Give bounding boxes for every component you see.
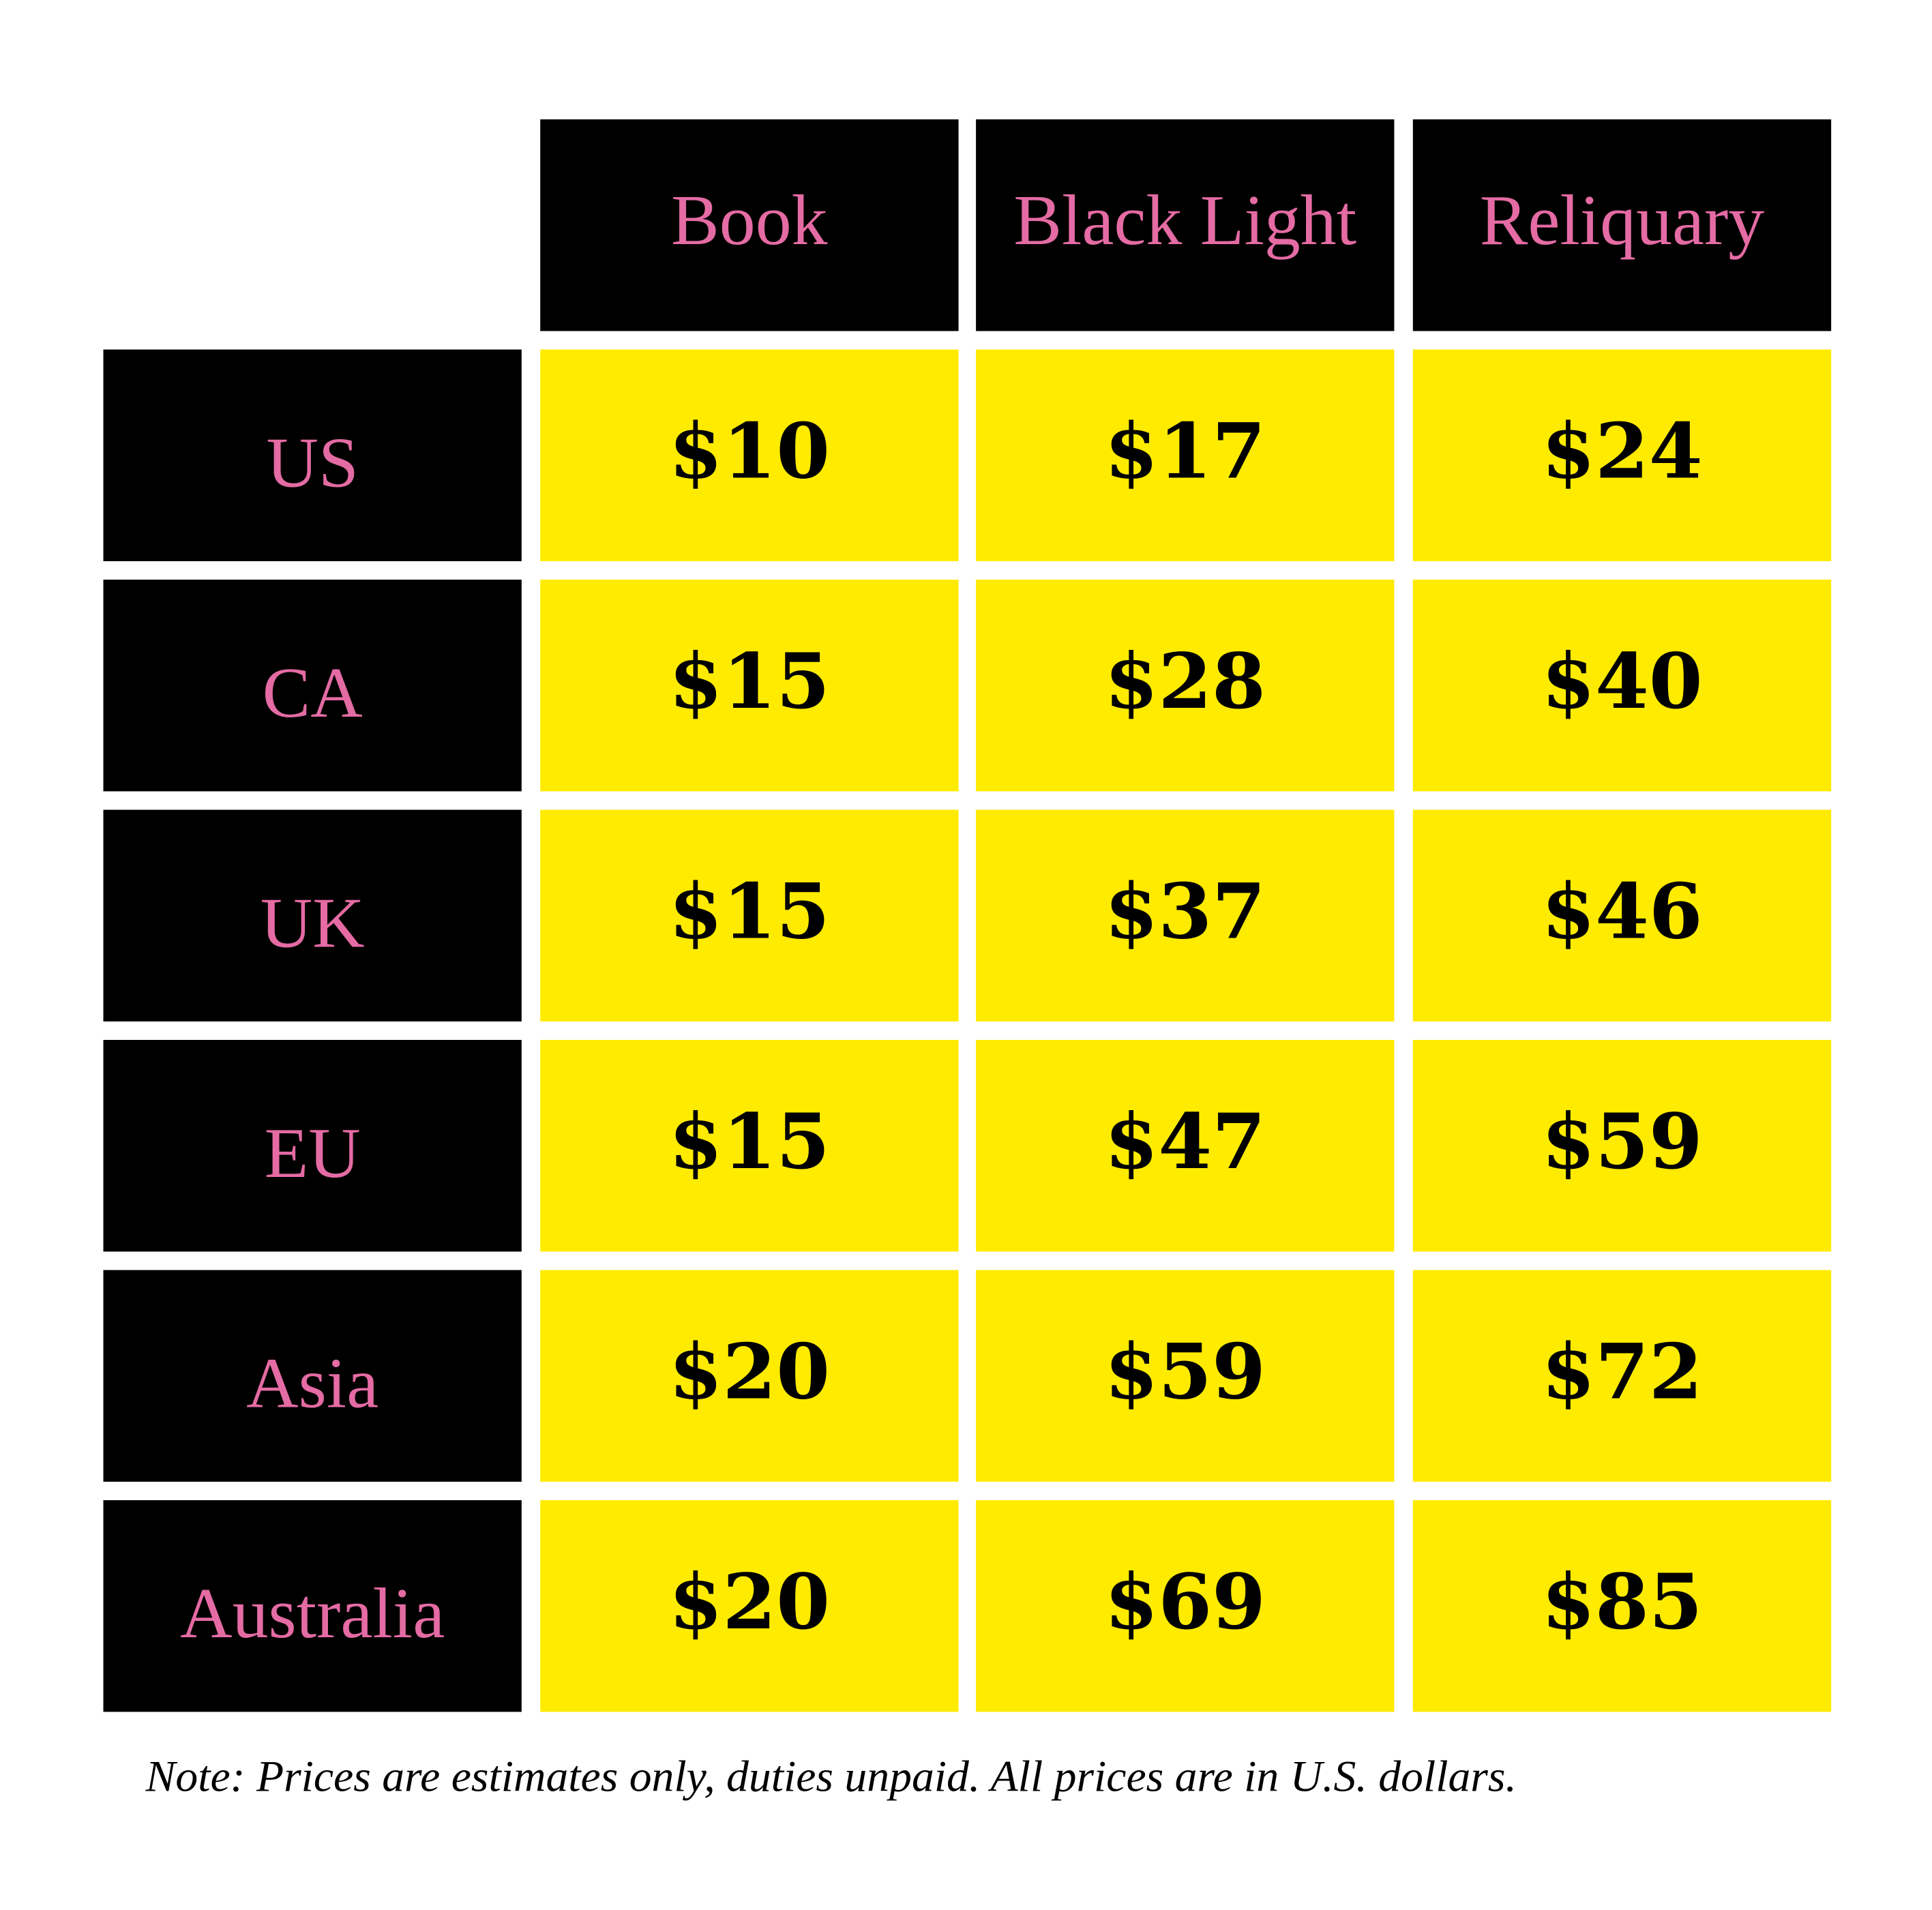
- price-cell: [540, 1270, 959, 1482]
- price-cell: [540, 1040, 959, 1252]
- row-header-cell: [103, 349, 522, 561]
- price-cell: [540, 1500, 959, 1712]
- price: $10: [669, 406, 830, 496]
- footnote: Note: Prices are estimates only, duties …: [145, 1752, 1517, 1802]
- price-cell: [1412, 1040, 1832, 1252]
- price-cell: [1412, 349, 1832, 561]
- column-header: Reliquary: [1480, 180, 1765, 259]
- price: $15: [669, 1096, 830, 1187]
- row-header-cell: [103, 809, 522, 1021]
- price-cell: [1412, 1270, 1832, 1482]
- price: $40: [1541, 636, 1702, 726]
- price: $37: [1105, 866, 1266, 956]
- price-cell: [976, 1270, 1395, 1482]
- price-cell: [1412, 580, 1832, 792]
- row-header-cell: [103, 1500, 522, 1712]
- price: $59: [1105, 1326, 1266, 1416]
- price: $28: [1105, 636, 1266, 726]
- price: $85: [1541, 1557, 1702, 1647]
- row-label: US: [267, 423, 359, 502]
- price: $20: [669, 1557, 830, 1647]
- price-cell: [976, 1500, 1395, 1712]
- price-cell: [976, 1040, 1395, 1252]
- row-header-cell: [103, 1040, 522, 1252]
- price-cell: [540, 349, 959, 561]
- price-cell: [1412, 809, 1832, 1021]
- price: $47: [1105, 1096, 1266, 1187]
- price: $20: [669, 1326, 830, 1416]
- row-label: EU: [265, 1113, 361, 1192]
- header-cell: [976, 119, 1395, 331]
- row-label: CA: [263, 653, 363, 732]
- price: $72: [1541, 1326, 1702, 1416]
- price: $59: [1541, 1096, 1702, 1187]
- price: $15: [669, 636, 830, 726]
- column-header: Book: [671, 180, 828, 259]
- header-cell: [1412, 119, 1832, 331]
- price-cell: [540, 809, 959, 1021]
- price: $46: [1541, 866, 1702, 956]
- price: $15: [669, 866, 830, 956]
- price: $24: [1541, 406, 1702, 496]
- price-cell: [976, 349, 1395, 561]
- row-label: Asia: [246, 1343, 378, 1422]
- price-cell: [1412, 1500, 1832, 1712]
- header-cell: [540, 119, 959, 331]
- price-cell: [976, 580, 1395, 792]
- price-cell: [976, 809, 1395, 1021]
- column-header: Black Light: [1013, 180, 1356, 259]
- row-label: Australia: [180, 1573, 445, 1652]
- row-header-cell: [103, 1270, 522, 1482]
- price-cell: [540, 580, 959, 792]
- row-label: UK: [261, 883, 365, 962]
- row-header-cell: [103, 580, 522, 792]
- price: $17: [1105, 406, 1266, 496]
- price: $69: [1105, 1557, 1266, 1647]
